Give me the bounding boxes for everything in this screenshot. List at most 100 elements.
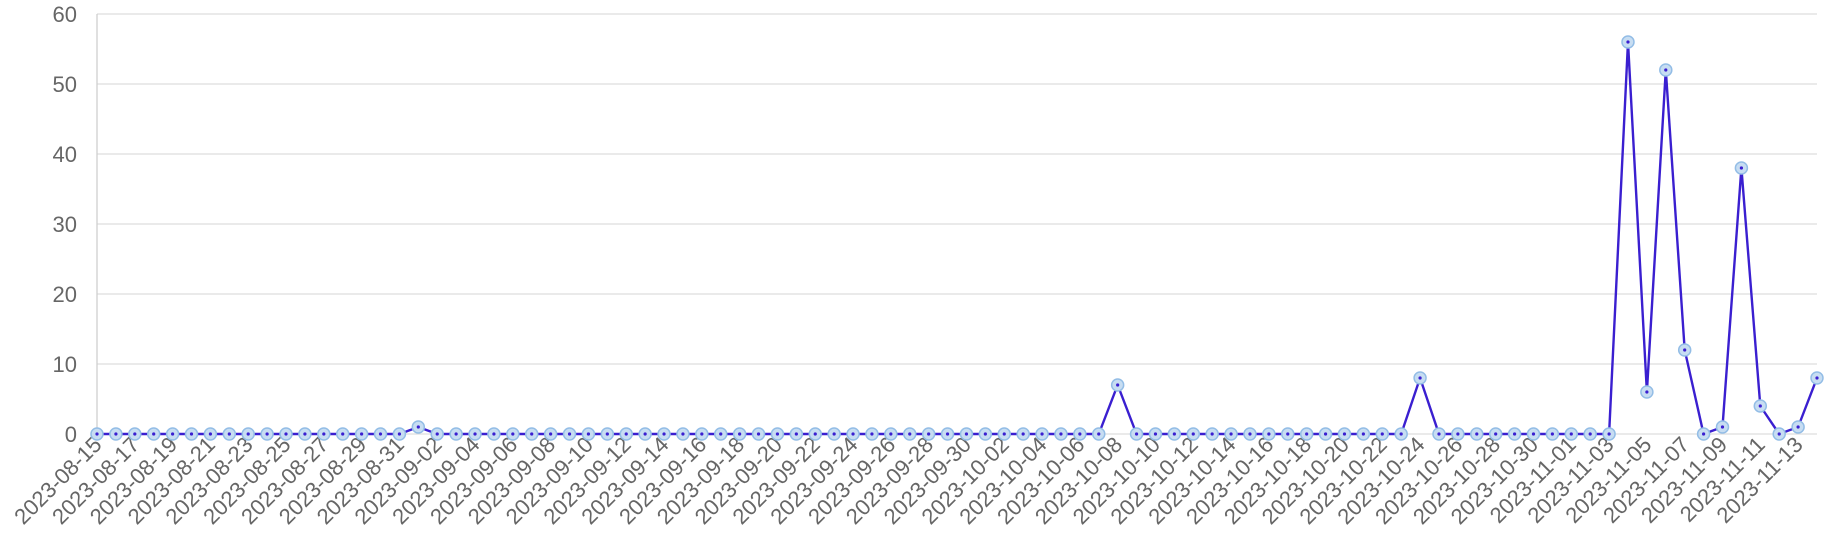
data-point-center: [700, 432, 704, 436]
data-points: [90, 35, 1824, 441]
data-point-center: [227, 432, 231, 436]
data-point-center: [983, 432, 987, 436]
data-point-center: [775, 432, 780, 436]
y-tick-label: 20: [53, 282, 77, 307]
data-point-center: [454, 432, 458, 436]
data-point-center: [1739, 166, 1743, 170]
data-point-center: [530, 432, 534, 436]
data-point-center: [1040, 432, 1044, 436]
data-point-center: [870, 432, 874, 436]
y-tick-label: 60: [53, 2, 77, 27]
data-point-center: [341, 432, 345, 436]
data-point-center: [1323, 432, 1328, 436]
data-point-center: [624, 432, 628, 436]
data-point-center: [1153, 432, 1158, 436]
data-point-center: [114, 432, 118, 436]
data-point-center: [284, 432, 288, 436]
data-point-center: [171, 432, 175, 436]
data-point-center: [265, 432, 269, 436]
data-point-center: [1002, 432, 1006, 436]
data-point-center: [719, 432, 723, 436]
data-point-center: [1116, 383, 1120, 387]
data-point-center: [1097, 432, 1101, 436]
data-point-center: [1210, 432, 1214, 436]
y-tick-label: 0: [65, 422, 77, 447]
data-point-center: [1796, 425, 1800, 429]
data-point-center: [1342, 432, 1347, 436]
data-point-center: [416, 425, 420, 429]
data-point-center: [1607, 432, 1611, 436]
data-point-center: [1286, 432, 1290, 436]
data-point-center: [303, 432, 307, 436]
data-point-center: [1475, 432, 1479, 436]
data-point-center: [889, 432, 893, 436]
data-point-center: [927, 432, 931, 436]
data-point-center: [1305, 432, 1309, 436]
y-tick-label: 10: [53, 352, 77, 377]
data-point-center: [397, 432, 402, 436]
data-point-center: [246, 432, 250, 436]
data-point-center: [1380, 432, 1384, 436]
data-point-center: [1399, 432, 1403, 436]
data-point-center: [1569, 432, 1573, 436]
y-axis-ticks: 0 10 20 30 40 50 60: [53, 2, 77, 447]
data-point-center: [435, 432, 439, 436]
data-point-center: [1777, 432, 1781, 436]
data-point-center: [567, 432, 572, 436]
gridlines: [97, 13, 1817, 435]
data-point-center: [813, 432, 817, 436]
data-point-center: [1134, 432, 1139, 436]
data-point-center: [1437, 432, 1441, 436]
data-point-center: [794, 432, 798, 436]
data-point-center: [208, 432, 213, 436]
data-point-center: [492, 432, 496, 436]
series-line-layer: [97, 41, 1819, 436]
series-line: [97, 41, 1819, 436]
data-point-center: [1418, 376, 1422, 380]
data-point-center: [1664, 68, 1668, 72]
data-point-center: [1512, 432, 1517, 436]
data-point-center: [473, 432, 477, 436]
data-point-center: [1267, 432, 1271, 436]
data-point-center: [643, 432, 647, 436]
data-point-center: [549, 432, 553, 436]
data-point-center: [1531, 432, 1536, 436]
data-point-center: [1456, 432, 1460, 436]
data-point-center: [511, 432, 515, 436]
data-point-center: [133, 432, 137, 436]
data-point-center: [322, 432, 326, 436]
data-point-center: [832, 432, 836, 436]
data-point-center: [360, 432, 364, 436]
y-tick-label: 40: [53, 142, 77, 167]
data-point-center: [945, 432, 950, 436]
data-point-center: [605, 432, 609, 436]
data-point-center: [908, 432, 912, 436]
data-point-center: [738, 432, 742, 436]
data-point-center: [756, 432, 761, 436]
data-point-center: [1494, 432, 1498, 436]
data-point-center: [1172, 432, 1176, 436]
data-point-center: [1021, 432, 1025, 436]
data-point-center: [1626, 40, 1630, 44]
data-point-center: [1361, 432, 1365, 436]
data-point-center: [1720, 425, 1725, 429]
data-point-center: [851, 432, 855, 436]
data-point-center: [1229, 432, 1233, 436]
data-point-center: [1815, 376, 1819, 380]
data-point-center: [1078, 432, 1082, 436]
data-point-center: [189, 432, 194, 436]
data-point-center: [1701, 432, 1706, 436]
data-point-center: [378, 432, 383, 436]
data-point-center: [586, 432, 591, 436]
y-tick-label: 50: [53, 72, 77, 97]
data-point-center: [964, 432, 969, 436]
x-axis-ticks: 2023-08-152023-08-172023-08-192023-08-21…: [9, 432, 1807, 529]
data-point-center: [1059, 432, 1063, 436]
data-point-center: [1550, 432, 1554, 436]
y-tick-label: 30: [53, 212, 77, 237]
data-point-center: [1758, 404, 1762, 408]
data-point-center: [152, 432, 156, 436]
data-point-center: [1248, 432, 1252, 436]
